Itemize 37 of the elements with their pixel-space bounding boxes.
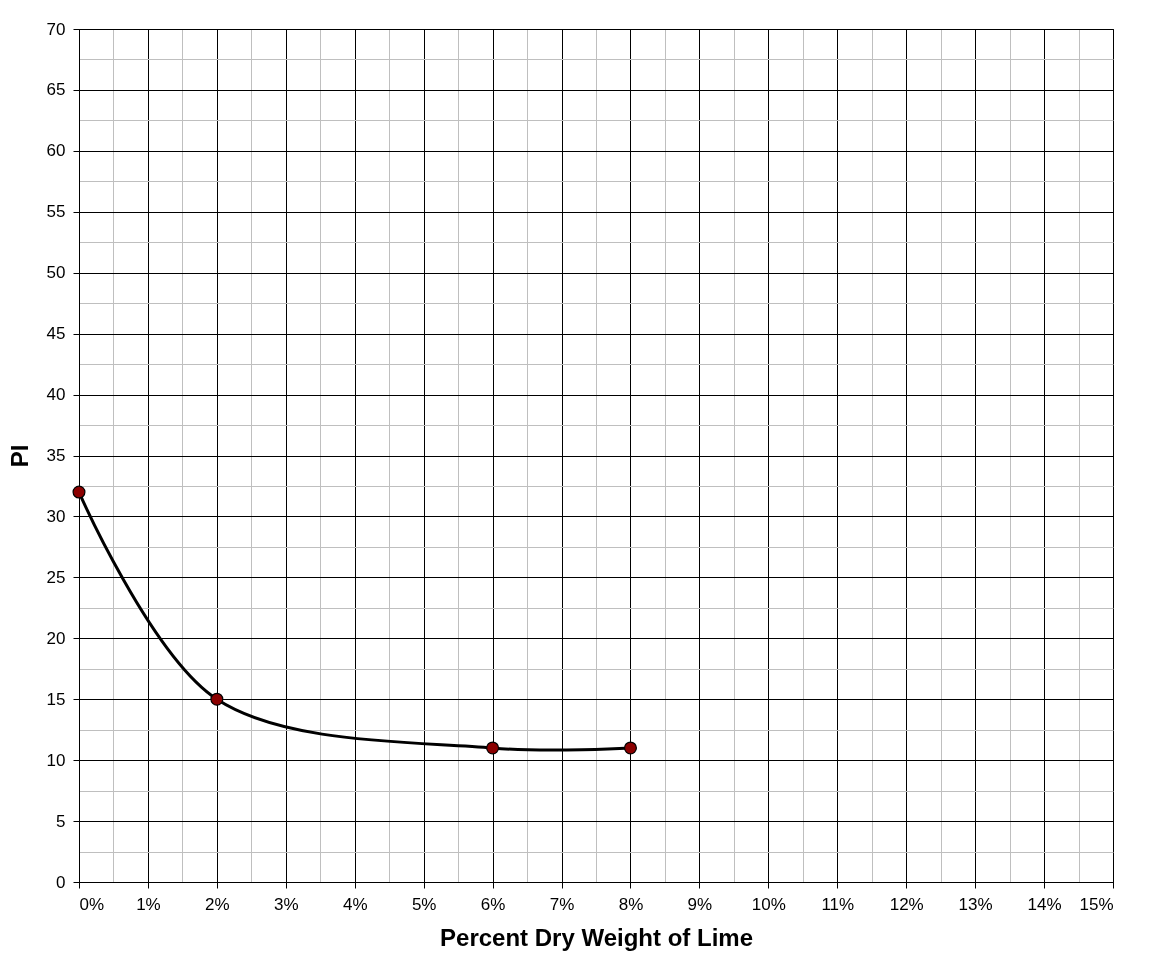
x-tick-label: 4% [342, 894, 368, 914]
point [210, 692, 224, 706]
y-tick-label: 40 [46, 385, 66, 405]
x-tick-label: 8% [618, 894, 644, 914]
x-tick-label: 6% [480, 894, 506, 914]
y-axis-title: PI [5, 444, 33, 468]
y-tick-label: 30 [46, 506, 66, 526]
x-tick-label: 14% [1027, 894, 1062, 914]
y-tick-label: 50 [46, 263, 66, 283]
y-tick-label: 15 [46, 689, 66, 709]
x-tick-label: 5% [411, 894, 437, 914]
point [72, 485, 86, 499]
y-tick-label: 55 [46, 202, 66, 222]
y-tick-label: 0 [56, 872, 66, 892]
x-tick-label: 2% [205, 894, 230, 914]
y-tick-label: 65 [46, 80, 66, 100]
y-tick-label: 35 [46, 446, 66, 465]
y-tick-label: 60 [46, 141, 66, 161]
y-tick-label: 25 [46, 567, 66, 587]
x-tick-label: 12% [889, 894, 924, 914]
x-tick-label: 1% [136, 894, 161, 914]
y-tick-label: 20 [46, 628, 66, 648]
x-tick-label: 15% [1079, 894, 1114, 914]
y-tick-label: 5 [56, 811, 66, 831]
x-tick-label: 11% [821, 894, 855, 914]
x-tick-label: 7% [549, 894, 575, 914]
y-tick-label: 45 [46, 324, 66, 344]
x-tick-label: 13% [958, 894, 993, 914]
x-tick-label: 10% [751, 894, 786, 914]
y-tick-label: 10 [46, 750, 66, 770]
x-tick-label: 9% [687, 894, 713, 914]
point [623, 741, 637, 755]
x-tick-label: 0% [79, 894, 105, 914]
x-tick-label: 3% [274, 894, 299, 914]
x-axis-title: Percent Dry Weight of Lime [440, 923, 753, 951]
y-tick-label: 70 [46, 19, 66, 39]
point [486, 741, 500, 755]
